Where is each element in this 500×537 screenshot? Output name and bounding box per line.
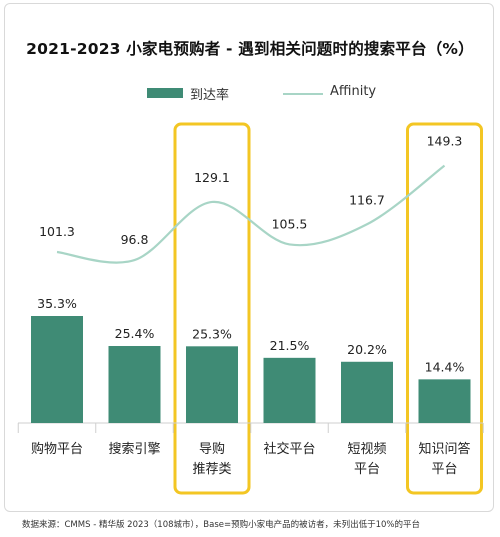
chart-card (4, 3, 494, 512)
bar (263, 357, 316, 423)
bar (418, 379, 471, 423)
bar-value-label: 14.4% (425, 359, 465, 374)
bar-value-label: 25.4% (115, 326, 155, 341)
bar-value-label: 21.5% (270, 338, 310, 353)
category-label: 知识问答平台 (418, 441, 470, 477)
chart-title: 2021-2023 小家电预购者 - 遇到相关问题时的搜索平台（%） (26, 40, 474, 58)
affinity-value-label: 116.7 (349, 192, 385, 207)
category-label: 导购推荐类 (192, 441, 231, 477)
bar-value-label: 35.3% (37, 296, 77, 311)
legend-bar-label: 到达率 (190, 88, 230, 103)
highlight-box (173, 122, 251, 495)
highlight-box (406, 122, 483, 495)
category-label: 搜索引擎 (108, 442, 160, 457)
category-label: 社交平台 (263, 441, 315, 457)
affinity-value-label: 96.8 (121, 232, 149, 247)
source-note: 数据来源：CMMS - 精华版 2023（108城市），Base=预购小家电产品… (22, 520, 420, 530)
bar (186, 346, 238, 423)
legend-bar-swatch (147, 88, 183, 98)
affinity-value-label: 105.5 (272, 216, 308, 231)
legend-line-label: Affinity (330, 84, 377, 99)
affinity-value-label: 101.3 (39, 224, 75, 239)
bar (341, 361, 393, 423)
bar (108, 346, 161, 423)
legend-line-swatch (283, 93, 323, 95)
affinity-value-label: 149.3 (427, 134, 463, 149)
category-label: 短视频平台 (347, 442, 386, 477)
chart-legend: 到达率 Affinity (0, 84, 500, 104)
affinity-line (56, 164, 446, 264)
category-label: 购物平台 (31, 441, 83, 457)
affinity-value-label: 129.1 (194, 170, 230, 185)
bar-value-label: 20.2% (347, 342, 387, 357)
bar (31, 316, 83, 423)
bar-value-label: 25.3% (192, 326, 232, 341)
